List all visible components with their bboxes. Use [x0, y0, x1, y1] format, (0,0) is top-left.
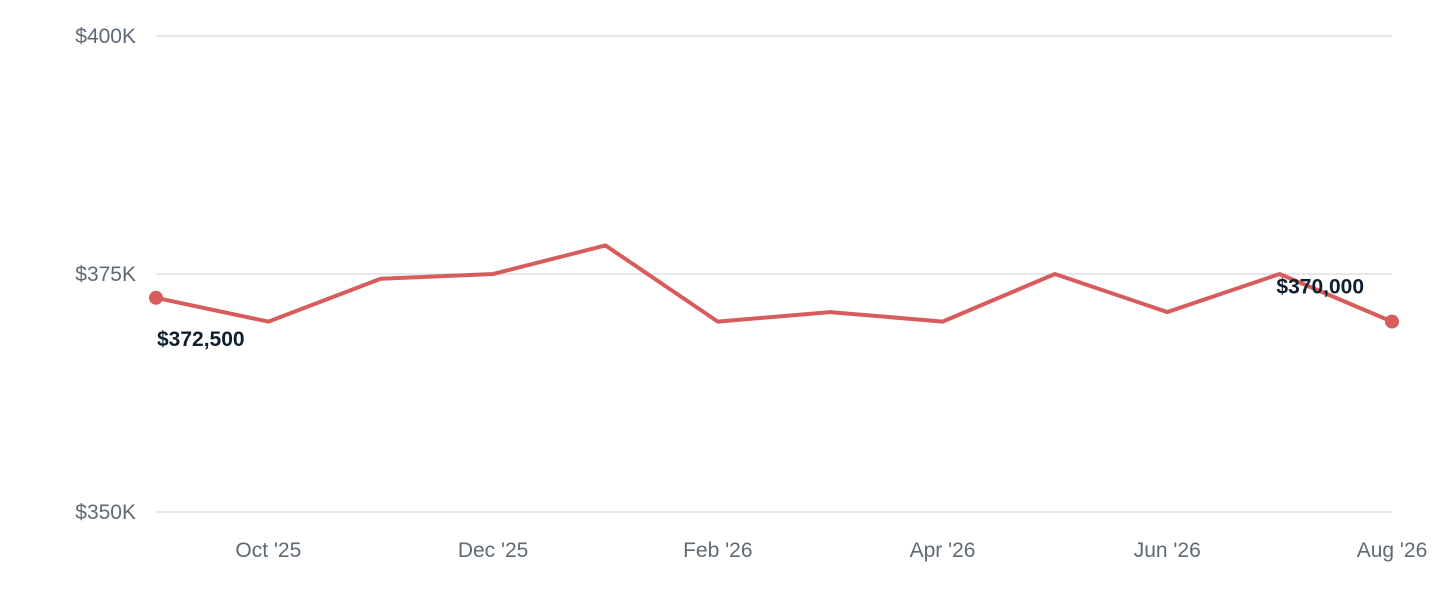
y-tick-label: $375K	[75, 263, 136, 286]
x-tick-label: Oct '25	[235, 539, 301, 562]
y-tick-label: $350K	[75, 501, 136, 524]
x-tick-label: Apr '26	[910, 539, 976, 562]
data-labels: $372,500 $370,000	[157, 276, 1364, 351]
y-tick-label: $400K	[75, 25, 136, 48]
y-axis-ticks: $400K $375K $350K	[75, 25, 136, 524]
series-line	[154, 243, 1394, 324]
x-tick-label: Feb '26	[683, 539, 752, 562]
data-label: $372,500	[157, 328, 245, 351]
endpoint-marker	[1385, 314, 1399, 329]
x-tick-label: Jun '26	[1134, 539, 1201, 562]
x-axis-ticks: Oct '25 Dec '25 Feb '26 Apr '26 Jun '26 Aug '…	[235, 539, 1427, 562]
series	[149, 243, 1399, 329]
data-label: $370,000	[1276, 276, 1364, 299]
endpoint-marker	[149, 290, 163, 305]
x-tick-label: Dec '25	[458, 539, 529, 562]
x-tick-label: Aug '26	[1357, 539, 1428, 562]
gridlines	[156, 35, 1392, 513]
